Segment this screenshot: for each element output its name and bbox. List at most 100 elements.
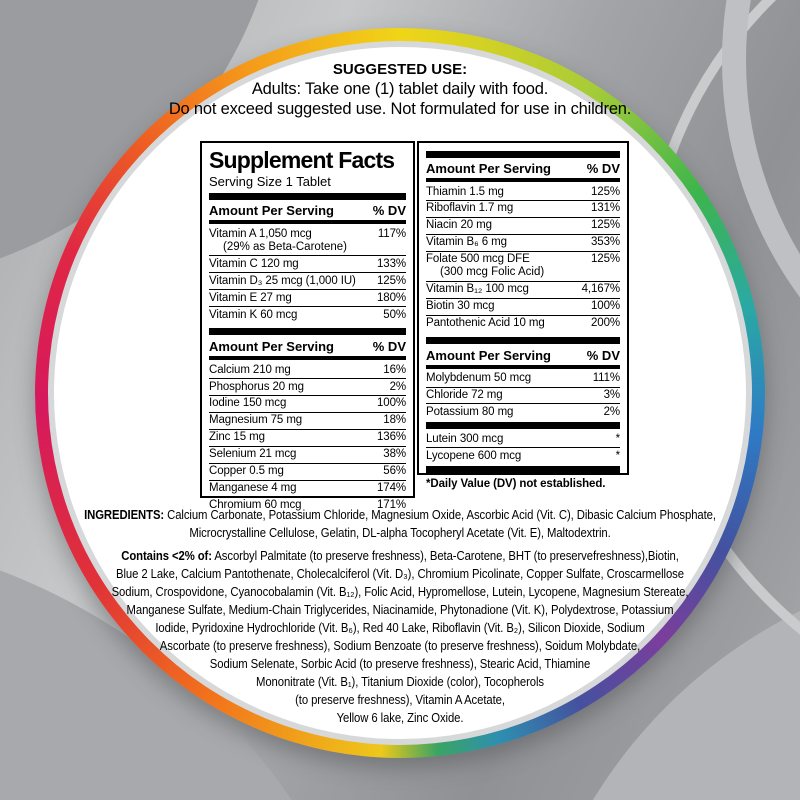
- table-minerals-right: Molybdenum 50 mcg 111% Chloride 72 mg 3% Pot…: [426, 371, 620, 421]
- divider-thick: [426, 151, 620, 158]
- nutrient-dv: 38%: [383, 448, 406, 461]
- table-vitamins-a-k: Vitamin A 1,050 mcg 117% (29% as Beta-Caro…: [209, 226, 406, 323]
- ingredients-line: INGREDIENTS: Calcium Carbonate, Potassiu…: [84, 507, 716, 522]
- nutrient-row: Lutein 300 mcg *: [426, 431, 620, 447]
- divider-medium: [426, 364, 620, 369]
- nutrient-row: Zinc 15 mg 136%: [209, 428, 406, 446]
- divider-medium: [209, 220, 406, 225]
- divider-thick: [426, 336, 620, 344]
- nutrient-dv: 4,167%: [581, 283, 621, 296]
- table-header: Amount Per Serving % DV: [209, 202, 406, 219]
- nutrient-name: Copper 0.5 mg: [209, 465, 284, 478]
- nutrient-dv: *: [615, 449, 620, 462]
- nutrient-name: Vitamin B₁₂ 100 mcg: [426, 283, 529, 296]
- suggested-use-line: Do not exceed suggested use. Not formula…: [168, 100, 632, 119]
- column-amount: Amount Per Serving: [209, 339, 334, 355]
- nutrient-dv: 117%: [377, 227, 406, 240]
- nutrient-row: Vitamin C 120 mg 133%: [209, 255, 406, 272]
- dv-footnote: *Daily Value (DV) not established.: [426, 478, 606, 491]
- nutrient-name: Pantothenic Acid 10 mg: [426, 317, 545, 330]
- nutrient-name: Vitamin D₃ 25 mcg (1,000 IU): [209, 274, 356, 287]
- divider-thick: [426, 422, 620, 430]
- suggested-use-title: SUGGESTED USE:: [332, 61, 468, 78]
- nutrient-row: Potassium 80 mg 2%: [426, 403, 620, 420]
- divider-thick: [209, 328, 406, 336]
- nutrient-name: Niacin 20 mg: [426, 219, 492, 232]
- nutrient-dv: 2%: [603, 405, 621, 418]
- nutrient-name: Lycopene 600 mcg: [426, 449, 522, 462]
- nutrient-row: Lycopene 600 mcg *: [426, 447, 620, 464]
- nutrient-row: Selenium 21 mcg 38%: [209, 445, 406, 463]
- nutrient-dv: 111%: [592, 372, 620, 385]
- nutrient-dv: 18%: [383, 414, 406, 427]
- ingredients-line: Mononitrate (Vit. B₁), Titanium Dioxide …: [256, 674, 544, 689]
- nutrient-name: Biotin 30 mcg: [426, 300, 495, 313]
- nutrient-note: (300 mcg Folic Acid): [440, 266, 545, 279]
- divider-thick: [426, 466, 620, 474]
- ingredients-line: Contains <2% of: Ascorbyl Palmitate (to …: [121, 548, 679, 563]
- ingredients-line: (to preserve freshness), Vitamin A Aceta…: [295, 692, 505, 707]
- divider-medium: [209, 356, 406, 361]
- ingredients-label: Contains <2% of:: [121, 548, 212, 563]
- column-dv: % DV: [586, 347, 620, 363]
- ingredients-line: Manganese Sulfate, Medium-Chain Triglyce…: [126, 602, 674, 617]
- nutrient-row: Riboflavin 1.7 mg 131%: [426, 199, 620, 217]
- nutrient-row: Manganese 4 mg 174%: [209, 479, 406, 497]
- column-dv: % DV: [372, 203, 406, 219]
- nutrient-dv: 174%: [376, 482, 406, 495]
- ingredients-label: INGREDIENTS:: [84, 507, 165, 522]
- table-header: Amount Per Serving % DV: [209, 338, 406, 355]
- nutrient-row: Vitamin K 60 mcg 50%: [209, 306, 406, 323]
- nutrient-name: Calcium 210 mg: [209, 363, 291, 376]
- nutrient-row: Pantothenic Acid 10 mg 200%: [426, 314, 620, 332]
- column-amount: Amount Per Serving: [426, 347, 551, 363]
- nutrient-row: Folate 500 mcg DFE 125% (300 mcg Folic Ac…: [426, 250, 620, 281]
- nutrient-row: Iodine 150 mcg 100%: [209, 394, 406, 412]
- nutrient-name: Lutein 300 mcg: [426, 432, 504, 445]
- nutrient-name: Vitamin K 60 mcg: [209, 308, 298, 321]
- nutrient-name: Vitamin B₆ 6 mg: [426, 236, 507, 249]
- suggested-use-section: SUGGESTED USE: Adults: Take one (1) tabl…: [0, 61, 800, 120]
- table-header: Amount Per Serving % DV: [426, 160, 620, 177]
- table-b-vitamins: Thiamin 1.5 mg 125% Riboflavin 1.7 mg 131% N…: [426, 184, 620, 332]
- nutrient-dv: 180%: [376, 291, 406, 304]
- nutrient-name: Zinc 15 mg: [209, 431, 265, 444]
- nutrient-dv: 56%: [383, 465, 406, 478]
- ingredients-line: Sodium Selenate, Sorbic Acid (to preserv…: [209, 656, 591, 671]
- ingredients-line: Ascorbate (to preserve freshness), Sodiu…: [159, 638, 641, 653]
- nutrient-row: Biotin 30 mcg 100%: [426, 297, 620, 315]
- nutrient-row: Chromium 60 mcg 171%: [209, 496, 406, 514]
- column-dv: % DV: [586, 161, 620, 176]
- nutrient-name: Selenium 21 mcg: [209, 448, 297, 461]
- nutrient-name: Chloride 72 mg: [426, 389, 503, 401]
- nutrient-name: Magnesium 75 mg: [209, 414, 303, 427]
- supplement-facts-panel-left: Supplement Facts Serving Size 1 Tablet A…: [200, 141, 415, 511]
- nutrient-dv: 125%: [590, 219, 620, 232]
- nutrient-dv: 133%: [376, 257, 406, 270]
- nutrient-dv: 171%: [376, 499, 406, 512]
- nutrient-row: Phosphorus 20 mg 2%: [209, 378, 406, 395]
- divider-thick: [209, 193, 406, 201]
- nutrient-dv: 136%: [376, 431, 406, 444]
- nutrient-name: Riboflavin 1.7 mg: [426, 202, 514, 215]
- nutrient-dv: 125%: [376, 274, 406, 287]
- nutrient-dv: *: [615, 432, 620, 445]
- nutrient-name: Vitamin E 27 mg: [209, 291, 292, 304]
- serving-size: Serving Size 1 Tablet: [209, 174, 331, 190]
- nutrient-dv: 131%: [590, 202, 620, 215]
- ingredients-line: Yellow 6 lake, Zinc Oxide.: [336, 710, 464, 725]
- supplement-facts-panel-right: Amount Per Serving % DV Thiamin 1.5 mg 12…: [417, 141, 629, 490]
- nutrient-note: (29% as Beta-Carotene): [223, 240, 348, 253]
- nutrient-name: Thiamin 1.5 mg: [426, 185, 504, 198]
- nutrient-row: Magnesium 75 mg 18%: [209, 411, 406, 429]
- column-amount: Amount Per Serving: [426, 161, 551, 176]
- nutrient-dv: 200%: [590, 317, 620, 330]
- table-other-ingredients: Lutein 300 mcg * Lycopene 600 mcg *: [426, 431, 620, 464]
- nutrient-name: Phosphorus 20 mg: [209, 380, 304, 393]
- nutrient-dv: 125%: [590, 253, 620, 266]
- nutrient-row: Vitamin B₁₂ 100 mcg 4,167%: [426, 280, 621, 298]
- nutrient-name: Manganese 4 mg: [209, 482, 297, 495]
- nutrient-name: Vitamin A 1,050 mcg: [209, 227, 312, 240]
- nutrient-dv: 353%: [590, 236, 620, 249]
